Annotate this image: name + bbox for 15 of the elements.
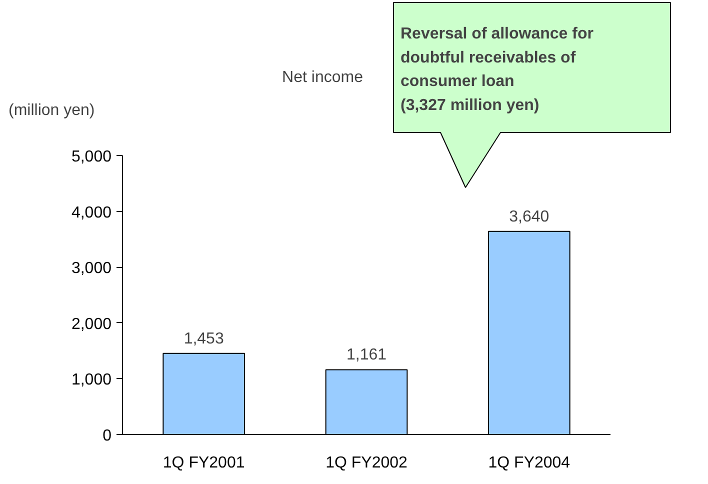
data-label: 3,640 — [509, 208, 550, 226]
x-tick-label: 1Q FY2004 — [488, 454, 570, 472]
text: Reversal of allowance for doubtful receivables of consumer loan (3,327 million yen) — [400, 26, 594, 114]
y-tick-label: 0 — [102, 428, 112, 444]
y-tick-label: 1,000 — [71, 372, 112, 389]
x-tick-label: 1Q FY2001 — [162, 454, 245, 472]
y-tick-label: 2,000 — [71, 316, 112, 333]
y-tick-label: 3,000 — [71, 260, 112, 278]
y-tick-label: 4,000 — [71, 204, 112, 222]
data-label: 1,453 — [184, 330, 224, 348]
y-axis-title: (million yen) — [8, 102, 95, 119]
x-tick-label: 1Q FY2002 — [326, 454, 408, 472]
y-tick-label: 5,000 — [71, 148, 112, 166]
chart-title: Net income — [282, 69, 364, 86]
data-label: 1,161 — [346, 346, 387, 364]
